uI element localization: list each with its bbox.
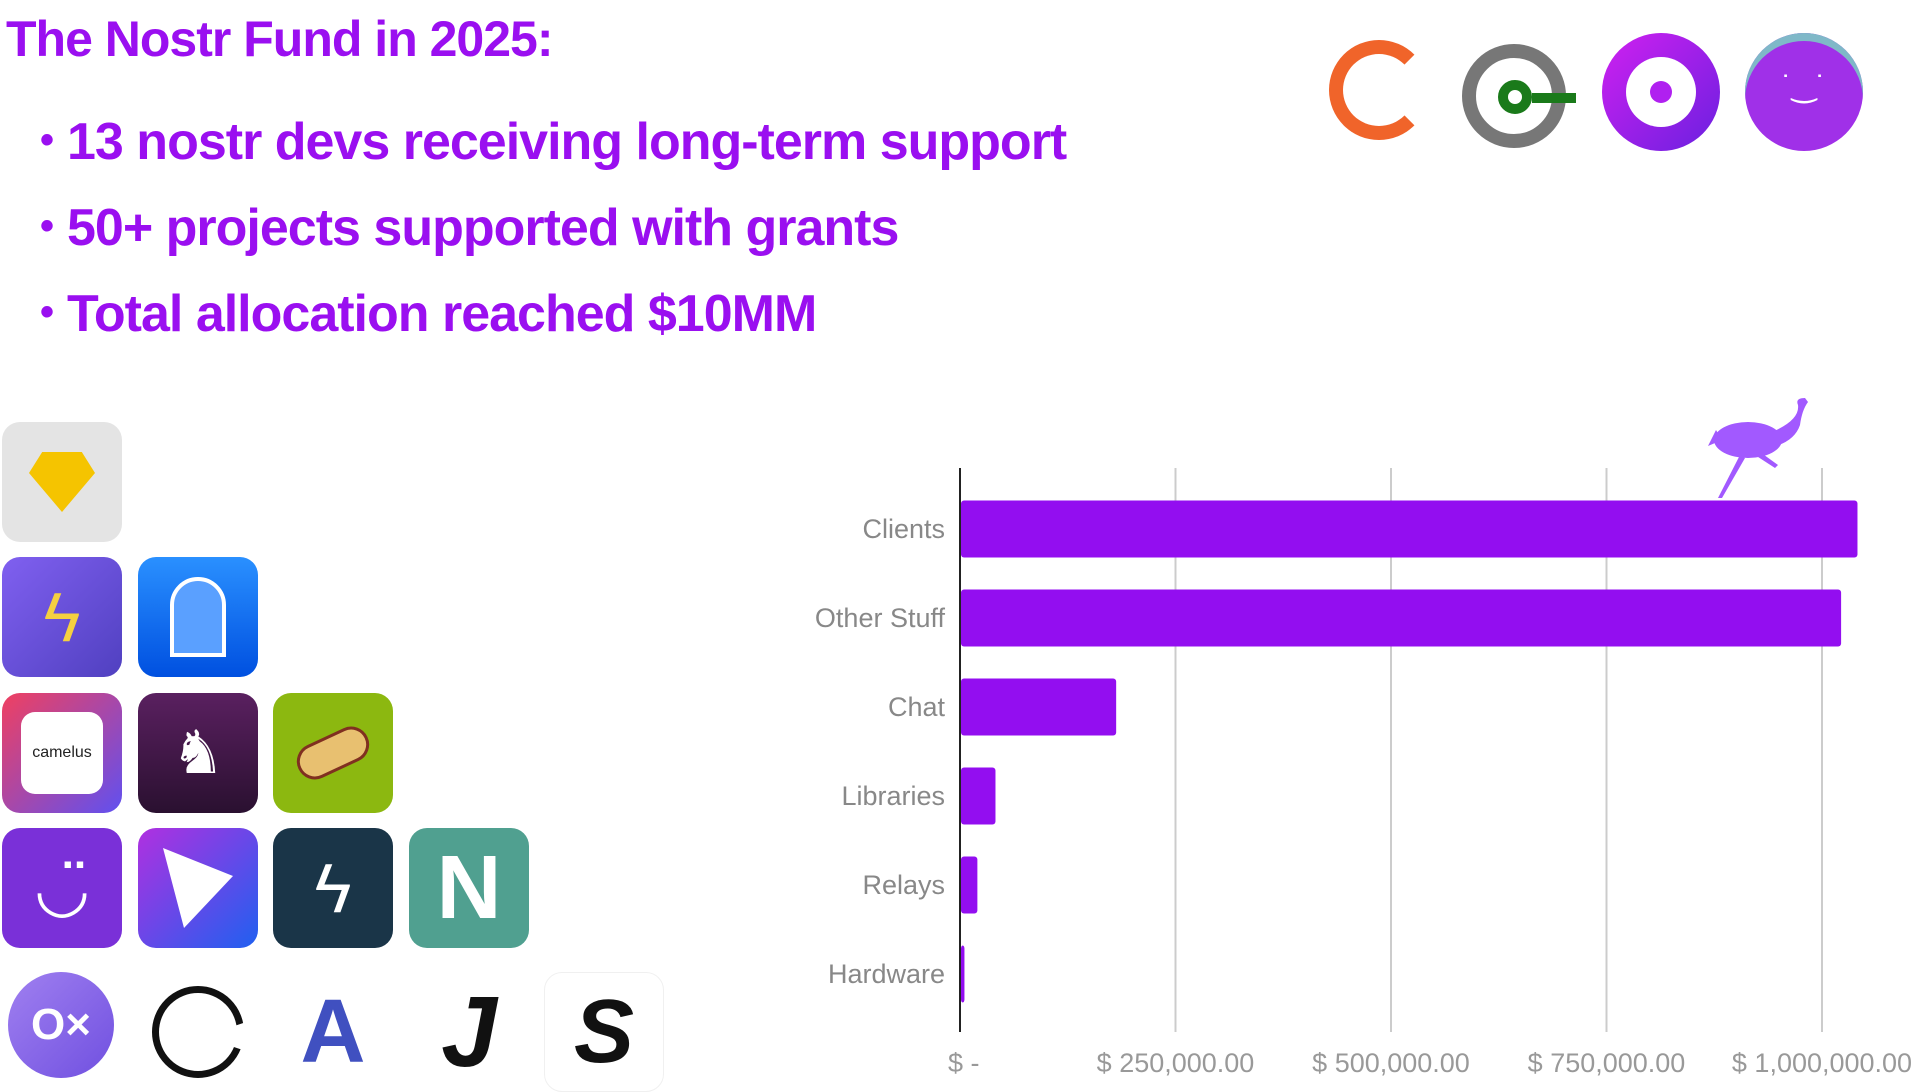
category-label: Relays: [862, 870, 945, 900]
bar-other-stuff: [961, 589, 1842, 647]
chat-bubble-logo-icon: [1602, 33, 1720, 151]
bar-relays: [961, 856, 978, 914]
unicorn-app-icon: ♞: [138, 693, 258, 813]
x-tick-label: $ -: [948, 1048, 980, 1078]
bread-app-icon: [273, 693, 393, 813]
x-tick-label: $ 1,000,000.00: [1732, 1048, 1912, 1078]
bullet-dot: •: [40, 290, 54, 334]
bullet-dot: •: [40, 118, 54, 162]
category-label: Libraries: [841, 781, 945, 811]
arch-app-icon: [138, 557, 258, 677]
gem-app-icon: [2, 422, 122, 542]
n-app-icon: N: [409, 828, 529, 948]
x-tick-label: $ 750,000.00: [1528, 1048, 1686, 1078]
ostrich-icon: [1708, 398, 1808, 498]
smile-app-icon: ◡̈: [2, 828, 122, 948]
j-app-icon: J: [409, 972, 529, 1092]
bar-hardware: [961, 945, 965, 1003]
bar-libraries: [961, 767, 996, 825]
camelus-app-icon: camelus: [2, 693, 122, 813]
category-label: Chat: [888, 692, 946, 722]
bullet-text: 13 nostr devs receiving long-term suppor…: [67, 113, 1067, 171]
pacman-app-icon: [138, 972, 258, 1092]
smiley-logo-icon: ˙‿˙: [1745, 33, 1863, 151]
lightning-app-icon: ϟ: [2, 557, 122, 677]
ox-app-icon: O×: [8, 972, 114, 1078]
bar-clients: [961, 500, 1858, 558]
bullet-item: • Total allocation reached $10MM: [40, 284, 1066, 370]
x-tick-label: $ 500,000.00: [1312, 1048, 1470, 1078]
category-label: Other Stuff: [815, 603, 946, 633]
bolt-app-icon: ϟ: [273, 828, 393, 948]
page-title: The Nostr Fund in 2025:: [6, 11, 554, 67]
ostrich-a-app-icon: A: [273, 972, 393, 1092]
bullet-list: • 13 nostr devs receiving long-term suppo…: [40, 112, 1067, 370]
bullet-dot: •: [40, 204, 54, 248]
bullet-item: • 13 nostr devs receiving long-term suppo…: [40, 112, 1067, 198]
bullet-text: Total allocation reached $10MM: [67, 285, 817, 343]
shield-app-icon: [138, 828, 258, 948]
bar-chat: [961, 678, 1117, 736]
bullet-text: 50+ projects supported with grants: [67, 199, 899, 257]
bullet-item: • 50+ projects supported with grants: [40, 198, 1066, 284]
camelus-label: camelus: [21, 712, 103, 794]
category-label: Clients: [862, 514, 945, 544]
s-app-icon: S: [544, 972, 664, 1092]
x-tick-label: $ 250,000.00: [1097, 1048, 1255, 1078]
category-label: Hardware: [828, 959, 945, 989]
